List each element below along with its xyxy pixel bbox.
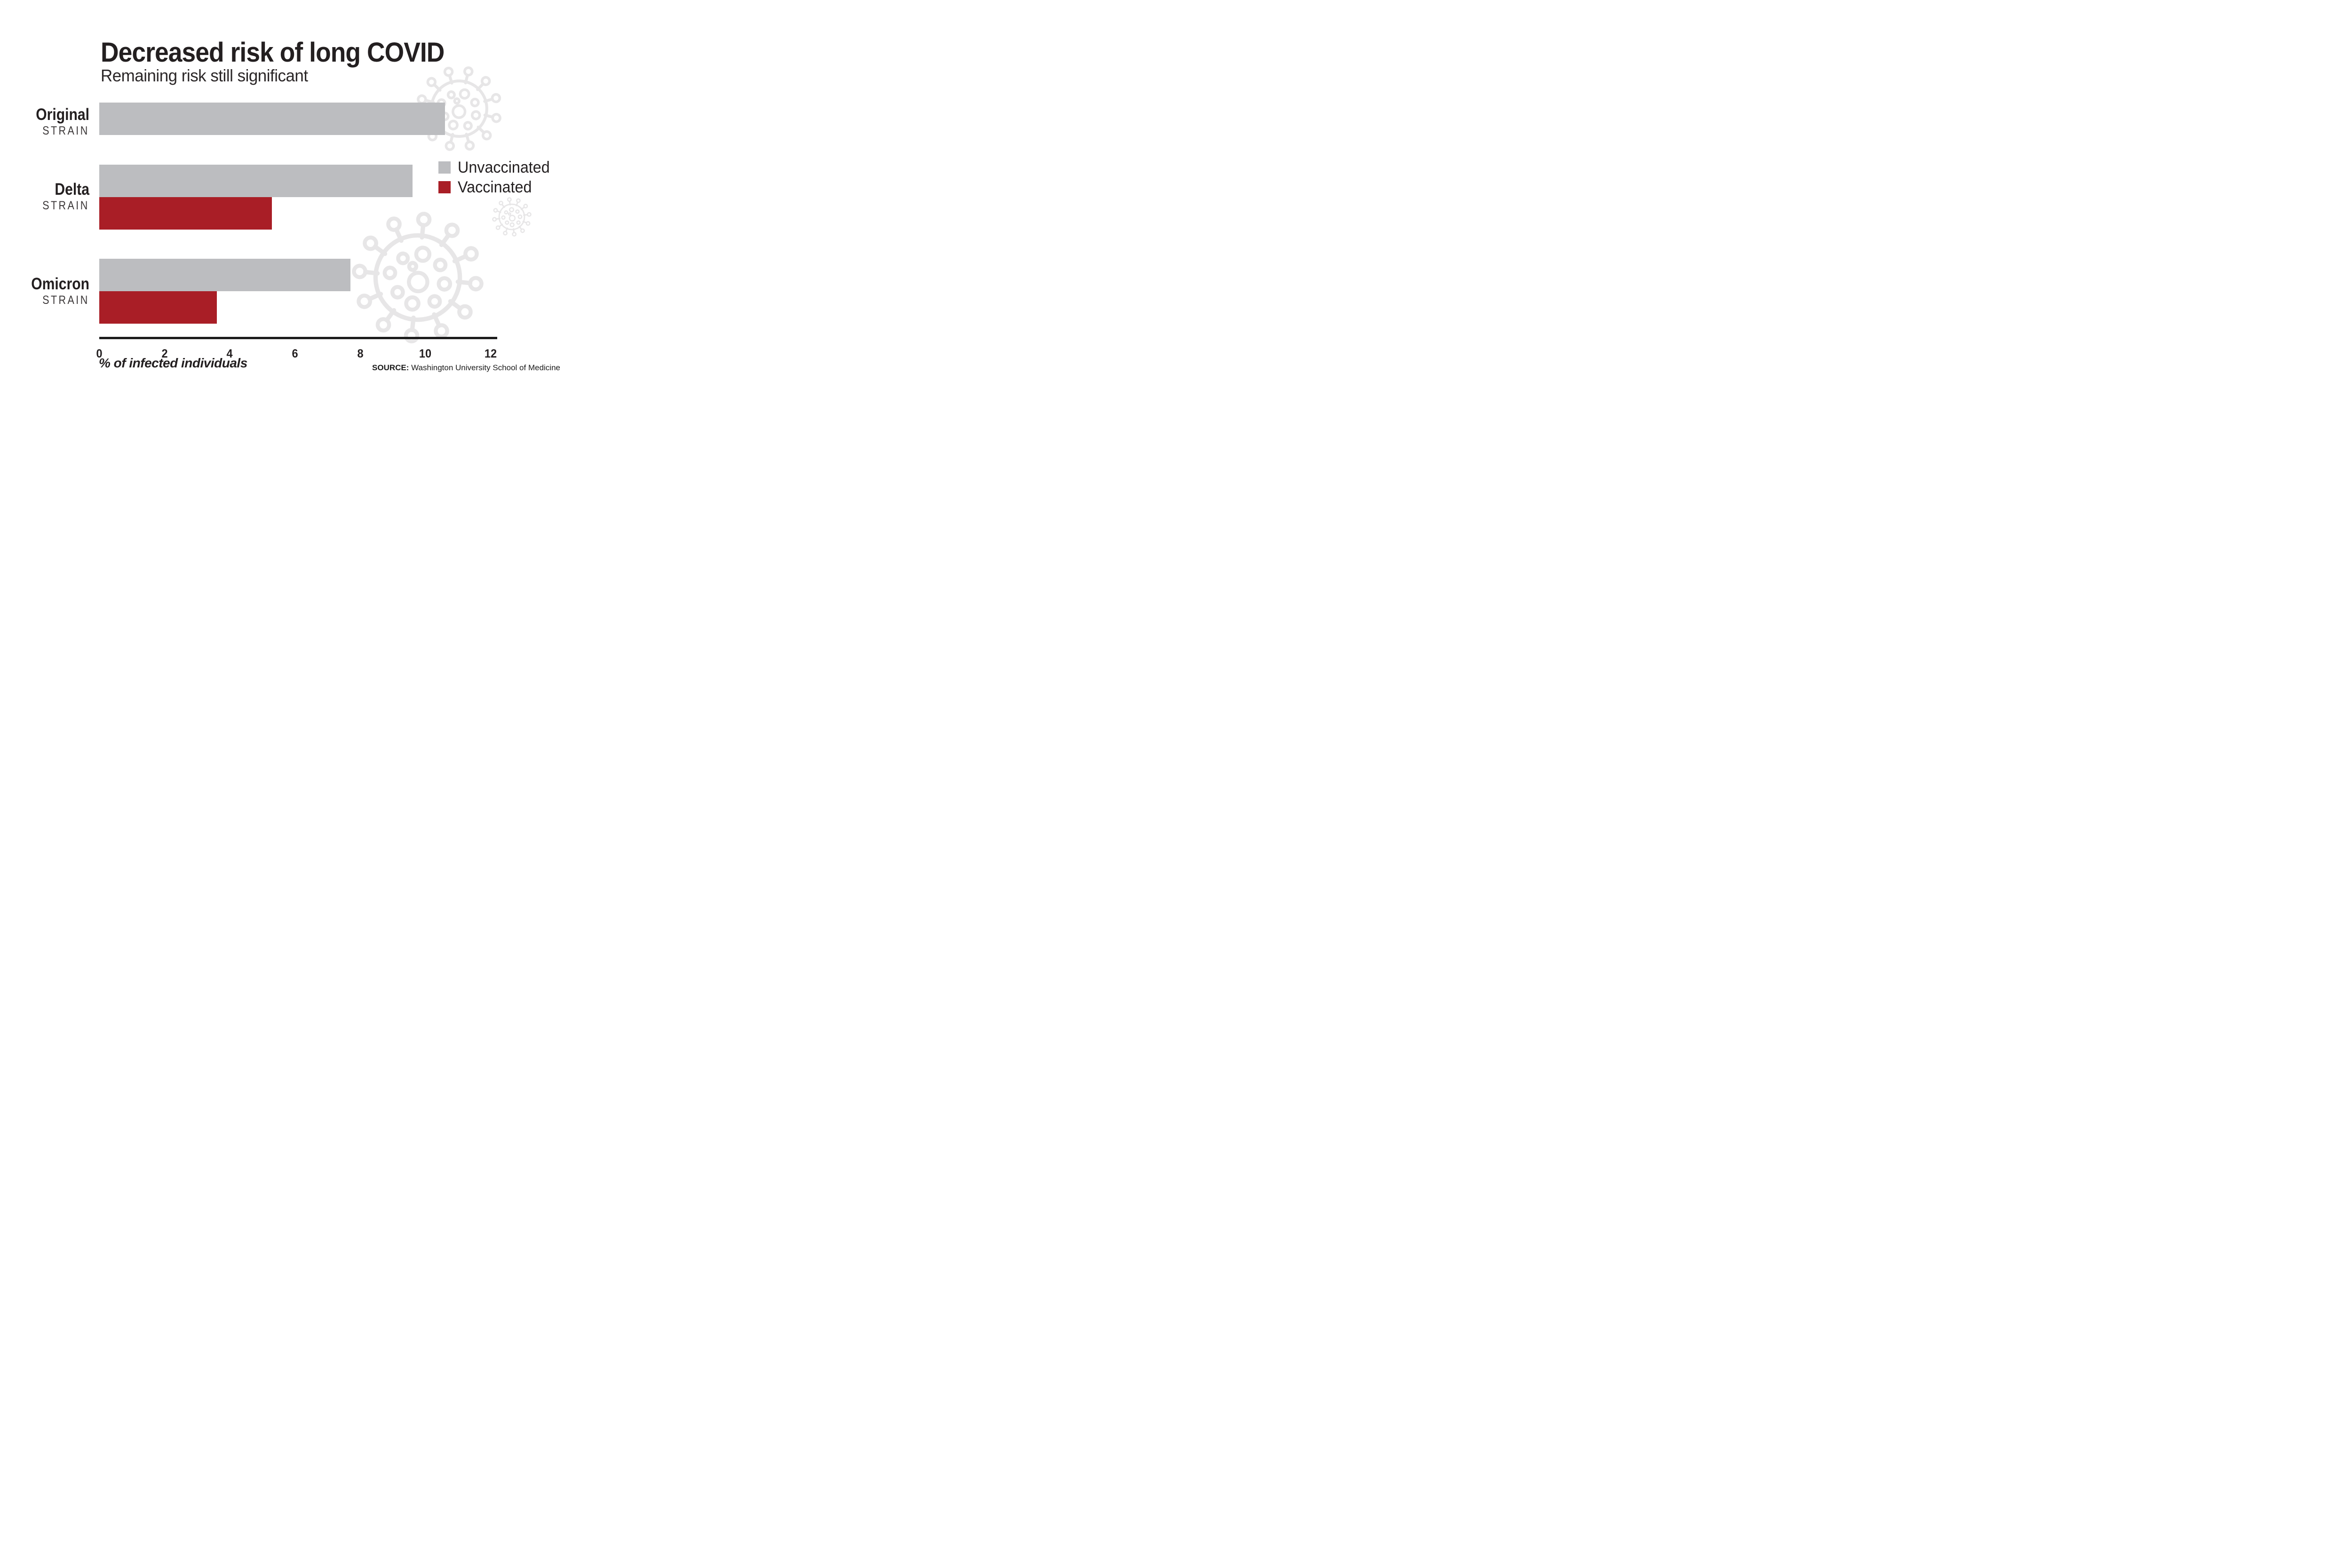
infographic-canvas: Decreased risk of long COVID Remaining r… [0,0,588,392]
legend-swatch-vaccinated [438,181,451,193]
x-axis-tick-2: 2 [161,347,168,360]
bar-unvaccinated-delta [99,165,413,197]
coronavirus-watermark-icon [492,197,532,237]
x-axis-tick-4: 4 [226,347,233,360]
x-axis-tick-0: 0 [96,347,103,360]
legend-swatch-unvaccinated [438,161,451,174]
bar-unvaccinated-original [99,103,445,135]
legend-label-vaccinated: Vaccinated [458,178,532,196]
source-prefix: SOURCE: [372,363,409,372]
strain-name: Delta [55,180,89,199]
category-label-omicron: Omicron STRAIN [0,276,89,309]
strain-sublabel: STRAIN [42,294,89,307]
coronavirus-watermark-icon [352,212,484,343]
legend-label-unvaccinated: Unvaccinated [458,159,550,176]
chart-title: Decreased risk of long COVID [101,37,445,68]
bar-vaccinated-omicron [99,291,217,324]
x-axis-tick-12: 12 [484,347,497,360]
x-axis-label: % of infected individuals [99,356,247,370]
source-credit: SOURCE: Washington University School of … [372,363,560,373]
source-text: Washington University School of Medicine [409,363,560,372]
category-label-original: Original STRAIN [0,106,89,139]
x-axis-tick-8: 8 [357,347,364,360]
strain-name: Original [36,105,89,124]
chart-subtitle: Remaining risk still significant [101,66,308,85]
x-axis-tick-6: 6 [292,347,298,360]
strain-name: Omicron [31,275,89,293]
bar-unvaccinated-omicron [99,259,350,291]
x-axis-tick-10: 10 [419,347,432,360]
x-axis-line [99,337,497,339]
bar-vaccinated-delta [99,197,272,230]
strain-sublabel: STRAIN [42,124,89,137]
strain-sublabel: STRAIN [42,199,89,212]
category-label-delta: Delta STRAIN [0,181,89,214]
